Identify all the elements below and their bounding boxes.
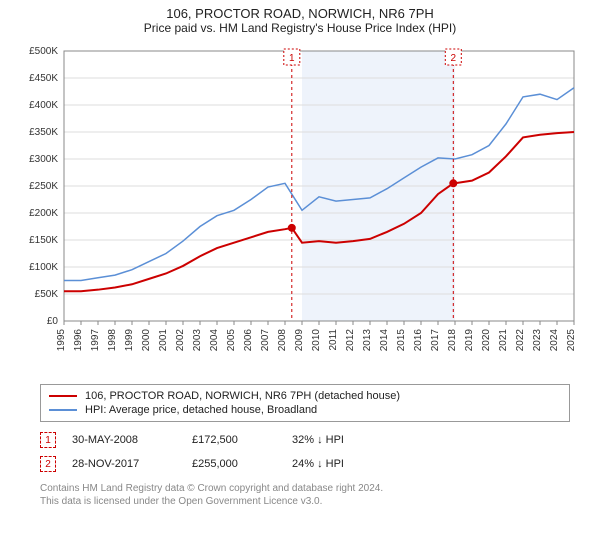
legend: 106, PROCTOR ROAD, NORWICH, NR6 7PH (det…	[40, 384, 570, 422]
svg-text:2005: 2005	[226, 329, 237, 352]
svg-text:£400K: £400K	[29, 100, 58, 111]
sale-row: 2 28-NOV-2017 £255,000 24% ↓ HPI	[40, 452, 570, 476]
svg-text:2014: 2014	[379, 329, 390, 352]
legend-item: 106, PROCTOR ROAD, NORWICH, NR6 7PH (det…	[49, 389, 561, 403]
svg-text:1995: 1995	[56, 329, 67, 352]
svg-text:£200K: £200K	[29, 208, 58, 219]
svg-text:2022: 2022	[515, 329, 526, 352]
sale-diff: 32% ↓ HPI	[292, 434, 412, 446]
svg-text:1999: 1999	[124, 329, 135, 352]
sale-price: £255,000	[192, 458, 292, 470]
svg-text:2002: 2002	[175, 329, 186, 352]
legend-swatch	[49, 409, 77, 411]
sale-date: 28-NOV-2017	[72, 458, 192, 470]
svg-text:2015: 2015	[396, 329, 407, 352]
svg-text:£0: £0	[47, 316, 59, 327]
svg-text:2019: 2019	[464, 329, 475, 352]
page-subtitle: Price paid vs. HM Land Registry's House …	[0, 21, 600, 41]
legend-swatch	[49, 395, 77, 397]
svg-text:£250K: £250K	[29, 181, 58, 192]
svg-text:2023: 2023	[532, 329, 543, 352]
legend-item: HPI: Average price, detached house, Broa…	[49, 403, 561, 417]
svg-text:2013: 2013	[362, 329, 373, 352]
svg-text:£100K: £100K	[29, 262, 58, 273]
svg-text:£150K: £150K	[29, 235, 58, 246]
svg-text:2020: 2020	[481, 329, 492, 352]
sale-diff: 24% ↓ HPI	[292, 458, 412, 470]
svg-text:1996: 1996	[73, 329, 84, 352]
svg-text:1: 1	[289, 53, 295, 64]
svg-text:2006: 2006	[243, 329, 254, 352]
svg-text:1998: 1998	[107, 329, 118, 352]
svg-text:£300K: £300K	[29, 154, 58, 165]
sales-table: 1 30-MAY-2008 £172,500 32% ↓ HPI 2 28-NO…	[40, 428, 570, 476]
svg-text:£50K: £50K	[35, 289, 59, 300]
svg-text:2010: 2010	[311, 329, 322, 352]
svg-text:2018: 2018	[447, 329, 458, 352]
svg-text:2004: 2004	[209, 329, 220, 352]
svg-text:2009: 2009	[294, 329, 305, 352]
svg-text:2012: 2012	[345, 329, 356, 352]
svg-text:2021: 2021	[498, 329, 509, 352]
svg-text:2017: 2017	[430, 329, 441, 352]
svg-text:2011: 2011	[328, 329, 339, 351]
svg-text:2024: 2024	[549, 329, 560, 352]
svg-text:2008: 2008	[277, 329, 288, 352]
footer-line: This data is licensed under the Open Gov…	[40, 495, 570, 508]
svg-text:£500K: £500K	[29, 46, 58, 57]
legend-label: 106, PROCTOR ROAD, NORWICH, NR6 7PH (det…	[85, 390, 400, 402]
svg-text:£450K: £450K	[29, 73, 58, 84]
footer-line: Contains HM Land Registry data © Crown c…	[40, 482, 570, 495]
svg-text:2016: 2016	[413, 329, 424, 352]
svg-text:2025: 2025	[566, 329, 577, 352]
line-chart: £0 £50K £100K £150K £200K £250K £300K £350K £400…	[20, 41, 580, 371]
svg-text:1997: 1997	[90, 329, 101, 352]
sale-marker-icon: 2	[40, 456, 56, 472]
svg-text:2000: 2000	[141, 329, 152, 352]
svg-text:2007: 2007	[260, 329, 271, 352]
svg-text:2: 2	[451, 53, 457, 64]
page-title: 106, PROCTOR ROAD, NORWICH, NR6 7PH	[0, 0, 600, 21]
chart-area: £0 £50K £100K £150K £200K £250K £300K £350K £400…	[20, 41, 580, 376]
svg-text:2003: 2003	[192, 329, 203, 352]
svg-text:2001: 2001	[158, 329, 169, 352]
footer-attribution: Contains HM Land Registry data © Crown c…	[40, 482, 570, 508]
legend-label: HPI: Average price, detached house, Broa…	[85, 404, 317, 416]
sale-date: 30-MAY-2008	[72, 434, 192, 446]
sale-row: 1 30-MAY-2008 £172,500 32% ↓ HPI	[40, 428, 570, 452]
sale-marker-icon: 1	[40, 432, 56, 448]
svg-text:£350K: £350K	[29, 127, 58, 138]
sale-price: £172,500	[192, 434, 292, 446]
